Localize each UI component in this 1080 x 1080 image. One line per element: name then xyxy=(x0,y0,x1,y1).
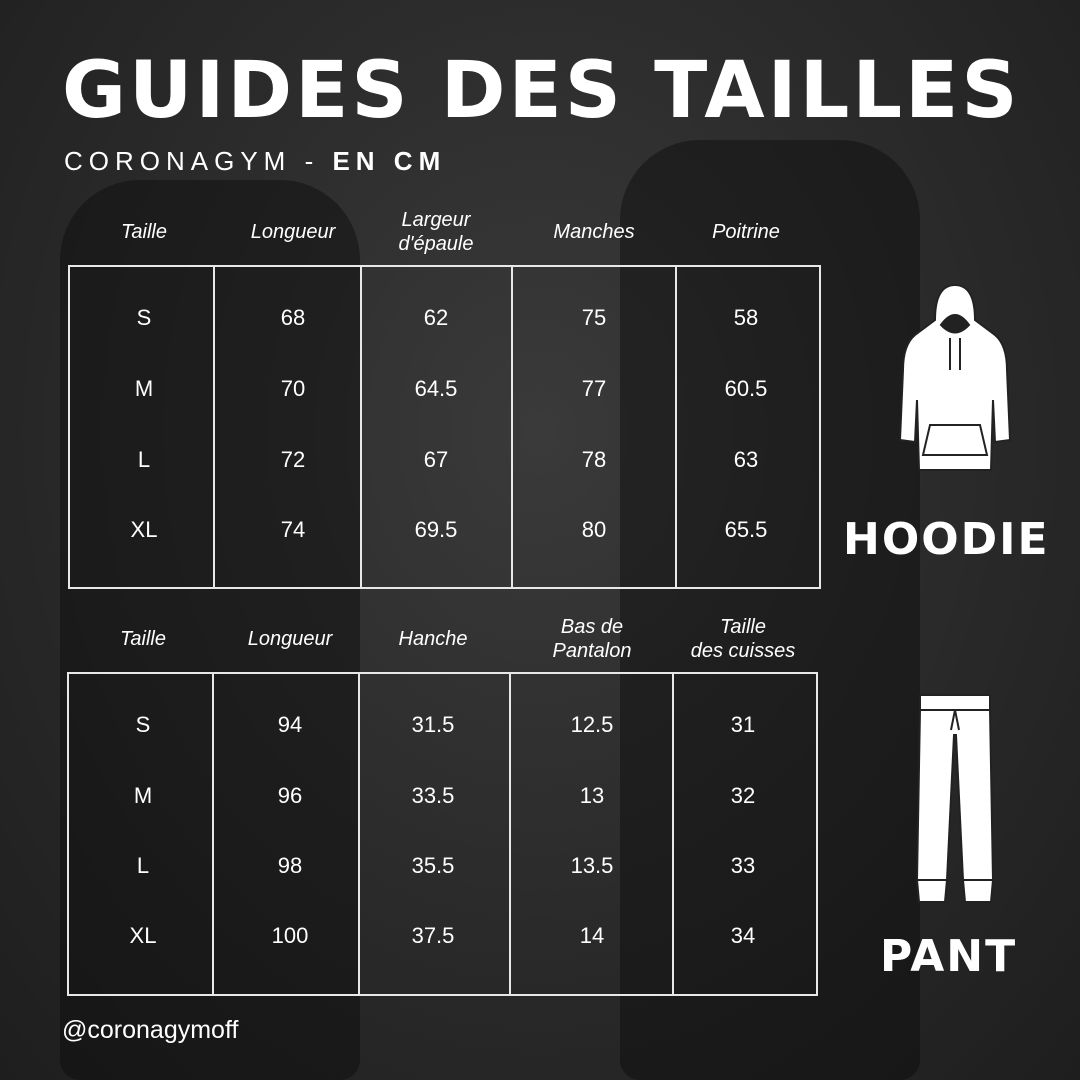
column-header: Bas de Pantalon xyxy=(552,616,632,662)
measurement-cell: 12.5 xyxy=(570,712,614,737)
column-divider xyxy=(511,267,513,587)
column-header: Longueur xyxy=(247,628,333,650)
measurement-cell: 67 xyxy=(423,447,449,472)
measurement-cell: 14 xyxy=(579,923,605,948)
measurement-cell: 78 xyxy=(581,447,607,472)
size-cell: XL xyxy=(130,517,158,542)
measurement-cell: 98 xyxy=(277,853,303,878)
subtitle-brand: CORONAGYM - xyxy=(64,146,333,176)
column-divider xyxy=(358,674,360,994)
size-cell: XL xyxy=(129,923,157,948)
measurement-cell: 77 xyxy=(581,376,607,401)
pant-label: PANT xyxy=(880,931,1018,982)
page-title: GUIDES DES TAILLES xyxy=(62,46,1021,136)
table-border xyxy=(68,265,821,589)
column-divider xyxy=(360,267,362,587)
measurement-cell: 65.5 xyxy=(724,517,768,542)
measurement-cell: 63 xyxy=(733,447,759,472)
measurement-cell: 96 xyxy=(277,783,303,808)
measurement-cell: 69.5 xyxy=(414,517,458,542)
measurement-cell: 70 xyxy=(280,376,306,401)
table-border xyxy=(67,672,818,996)
measurement-cell: 31 xyxy=(730,712,756,737)
measurement-cell: 37.5 xyxy=(411,923,455,948)
size-cell: L xyxy=(137,447,151,472)
measurement-cell: 34 xyxy=(730,923,756,948)
background-figure-right xyxy=(620,140,920,1080)
column-divider xyxy=(509,674,511,994)
measurement-cell: 13.5 xyxy=(570,853,614,878)
column-header: Largeur d'épaule xyxy=(398,209,474,255)
column-divider xyxy=(212,674,214,994)
subtitle-unit: EN CM xyxy=(332,146,447,176)
social-handle: @coronagymoff xyxy=(62,1016,239,1044)
column-header: Taille des cuisses xyxy=(690,616,796,662)
measurement-cell: 33.5 xyxy=(411,783,455,808)
subtitle: CORONAGYM - EN CM xyxy=(64,148,446,174)
column-divider xyxy=(675,267,677,587)
measurement-cell: 31.5 xyxy=(411,712,455,737)
size-cell: M xyxy=(134,376,154,401)
measurement-cell: 74 xyxy=(280,517,306,542)
measurement-cell: 72 xyxy=(280,447,306,472)
column-header: Longueur xyxy=(250,221,336,243)
measurement-cell: 68 xyxy=(280,305,306,330)
size-cell: L xyxy=(136,853,150,878)
size-cell: S xyxy=(136,305,152,330)
size-cell: S xyxy=(135,712,151,737)
measurement-cell: 64.5 xyxy=(414,376,458,401)
measurement-cell: 60.5 xyxy=(724,376,768,401)
column-header: Taille xyxy=(121,221,167,243)
measurement-cell: 35.5 xyxy=(411,853,455,878)
measurement-cell: 33 xyxy=(730,853,756,878)
column-header: Hanche xyxy=(398,628,468,650)
measurement-cell: 75 xyxy=(581,305,607,330)
measurement-cell: 32 xyxy=(730,783,756,808)
measurement-cell: 62 xyxy=(423,305,449,330)
size-cell: M xyxy=(133,783,153,808)
measurement-cell: 13 xyxy=(579,783,605,808)
measurement-cell: 94 xyxy=(277,712,303,737)
hoodie-label: HOODIE xyxy=(843,514,1050,565)
column-divider xyxy=(672,674,674,994)
background-figure-left xyxy=(60,180,360,1080)
column-header: Taille xyxy=(120,628,166,650)
measurement-cell: 80 xyxy=(581,517,607,542)
measurement-cell: 58 xyxy=(733,305,759,330)
measurement-cell: 100 xyxy=(271,923,309,948)
pants-icon xyxy=(915,694,995,903)
column-header: Manches xyxy=(553,221,635,243)
hoodie-icon xyxy=(898,283,1012,471)
column-divider xyxy=(213,267,215,587)
column-header: Poitrine xyxy=(712,221,780,243)
